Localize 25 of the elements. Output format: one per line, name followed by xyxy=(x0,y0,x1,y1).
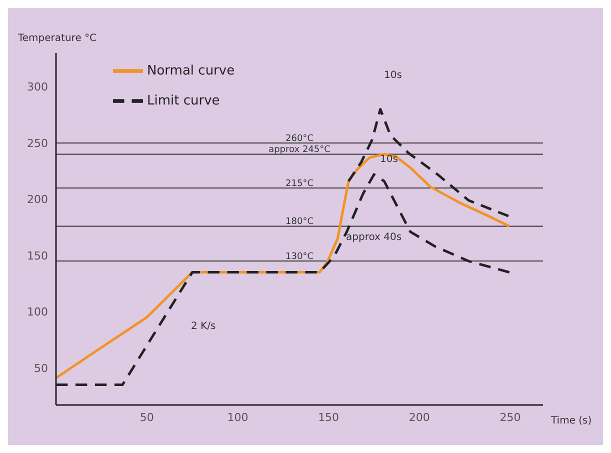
ref-line-label: 260°C xyxy=(286,134,314,144)
x-tick-label: 150 xyxy=(318,410,340,424)
x-tick-label: 100 xyxy=(227,410,248,424)
y-tick-label: 250 xyxy=(27,136,48,150)
y-tick-label: 200 xyxy=(27,193,48,206)
legend-label: Limit curve xyxy=(147,94,220,109)
y-tick-label: 300 xyxy=(27,80,48,94)
annotation: approx 40s xyxy=(346,232,402,243)
x-tick-label: 250 xyxy=(500,410,521,424)
x-tick-label: 200 xyxy=(408,410,430,424)
x-tick-label: 50 xyxy=(140,410,154,424)
annotation: 2 K/s xyxy=(191,321,216,332)
ref-line-label: 130°C xyxy=(286,252,314,262)
annotation: 10s xyxy=(380,154,398,165)
y-tick-label: 100 xyxy=(27,306,48,319)
legend-label: Normal curve xyxy=(147,64,235,79)
x-axis-title: Time (s) xyxy=(550,416,592,427)
annotation: 10s xyxy=(384,70,402,81)
ref-line-label: 180°C xyxy=(286,217,314,228)
ref-line-label: approx 245°C xyxy=(268,145,330,156)
y-tick-label: 150 xyxy=(27,249,48,262)
ref-line-label: 215°C xyxy=(286,178,314,189)
y-axis-title: Temperature °C xyxy=(18,33,97,44)
y-tick-label: 50 xyxy=(34,362,48,375)
line-series xyxy=(347,108,510,218)
